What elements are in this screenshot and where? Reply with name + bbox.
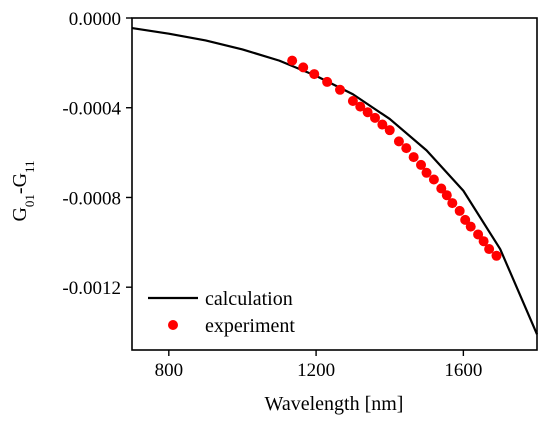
experiment-point (393, 136, 404, 147)
x-tick-label: 1600 (444, 360, 482, 381)
experiment-point (436, 183, 447, 194)
x-tick-label: 1200 (297, 360, 335, 381)
experiment-point (377, 119, 388, 130)
legend-experiment-marker (168, 320, 178, 330)
legend-experiment-label: experiment (205, 315, 295, 337)
x-tick-label: 800 (155, 360, 184, 381)
series-layer (131, 27, 539, 335)
calculation-line (131, 27, 539, 335)
experiment-point (355, 101, 366, 112)
legend: calculation experiment (148, 288, 295, 337)
plot-frame (131, 17, 538, 351)
x-axis-ticks: 800 1200 1600 (155, 350, 482, 381)
experiment-point (347, 96, 358, 106)
experiment-point (362, 107, 373, 118)
experiment-point (478, 236, 489, 247)
experiment-point (384, 125, 395, 136)
y-tick-label: 0.0000 (69, 9, 121, 30)
experiment-point (309, 69, 320, 80)
y-tick-label: -0.0008 (62, 188, 121, 209)
experiment-point (416, 159, 427, 170)
experiment-point (484, 244, 495, 255)
experiment-point (454, 205, 465, 216)
experiment-point (298, 62, 309, 73)
legend-calculation-label: calculation (205, 288, 293, 310)
experiment-point (491, 250, 502, 261)
y-tick-label: -0.0004 (62, 99, 121, 120)
experiment-point (421, 167, 432, 178)
experiment-point (428, 174, 439, 185)
experiment-point (370, 112, 380, 123)
experiment-point (335, 84, 346, 95)
experiment-point (465, 221, 476, 232)
experiment-point (447, 198, 458, 209)
experiment-point (473, 229, 484, 240)
experiment-point (460, 214, 471, 225)
x-axis-title: Wavelength [nm] (265, 393, 404, 415)
experiment-point (287, 55, 298, 66)
experiment-point (408, 152, 419, 163)
y-axis-ticks: 0.0000 -0.0004 -0.0008 -0.0012 (62, 9, 132, 299)
experiment-point (441, 190, 452, 201)
experiment-point (401, 143, 412, 154)
y-axis-title: G01-G11 (9, 160, 37, 221)
experiment-point (322, 76, 333, 87)
plot-area-border (131, 17, 538, 351)
y-tick-label: -0.0012 (62, 278, 121, 299)
